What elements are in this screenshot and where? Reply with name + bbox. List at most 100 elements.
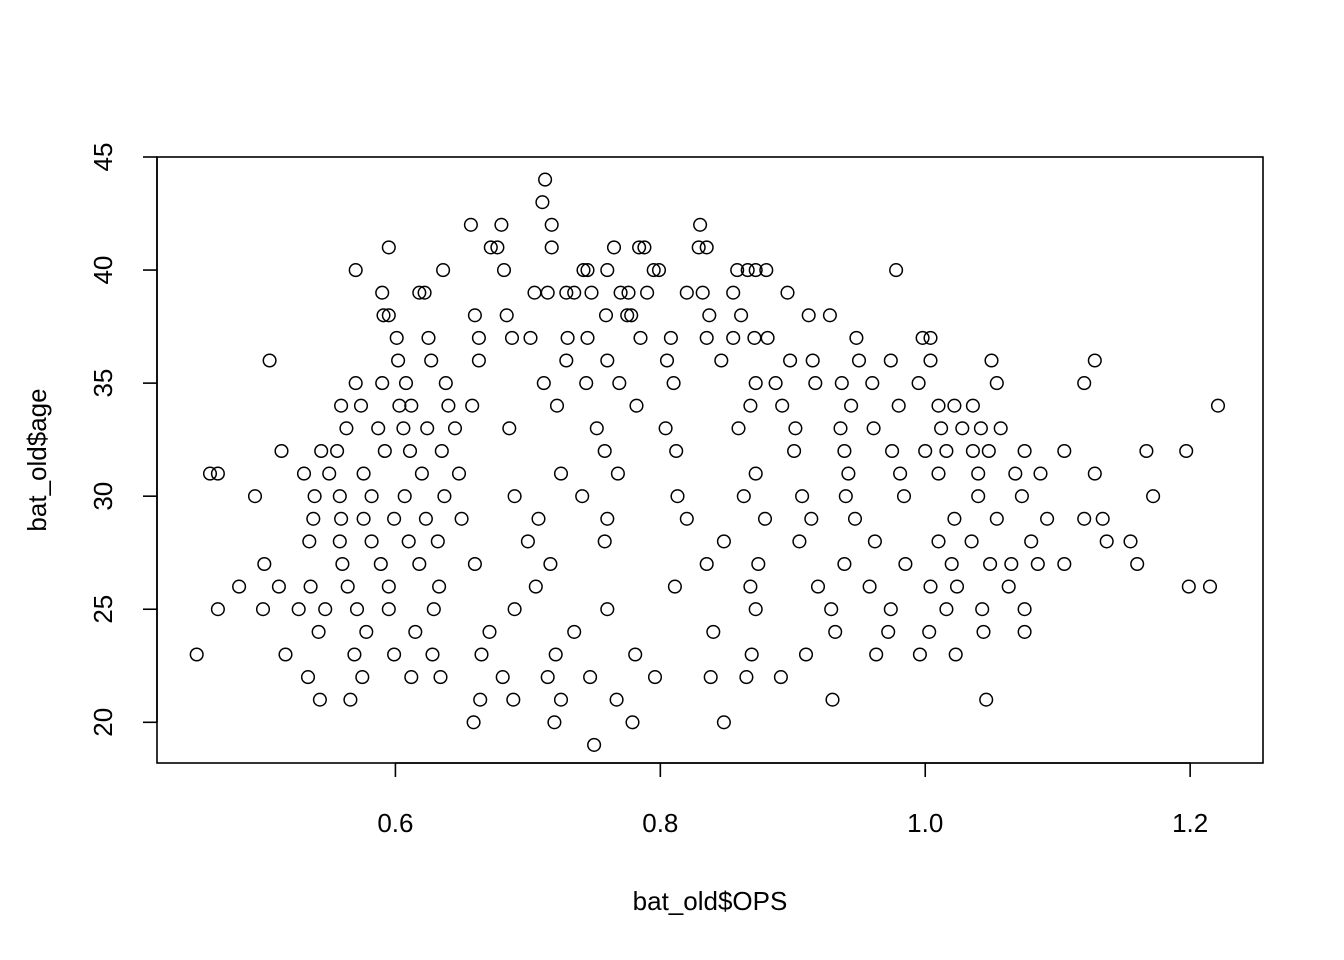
data-point	[274, 443, 289, 459]
data-point	[417, 285, 432, 300]
data-point	[1017, 602, 1032, 617]
data-point	[232, 579, 247, 594]
points-layer	[189, 172, 1226, 752]
data-point	[891, 398, 906, 413]
data-point	[587, 737, 602, 752]
data-point	[747, 330, 762, 345]
data-point	[499, 308, 514, 323]
data-point	[931, 534, 946, 549]
data-point	[965, 398, 980, 413]
data-point	[349, 602, 365, 617]
data-point	[306, 511, 321, 526]
y-tick-label: 35	[88, 369, 118, 398]
data-point	[1040, 511, 1055, 526]
data-point	[567, 285, 582, 300]
data-point	[1033, 466, 1048, 481]
data-point	[506, 692, 521, 707]
data-point	[348, 263, 363, 278]
data-point	[1123, 534, 1138, 549]
data-point	[376, 308, 391, 323]
data-point	[1210, 398, 1226, 413]
data-point	[613, 285, 628, 300]
data-point	[731, 421, 746, 436]
data-point	[726, 330, 741, 345]
data-point	[828, 624, 843, 639]
data-point	[780, 285, 795, 300]
data-point	[834, 376, 849, 391]
data-point	[810, 579, 826, 594]
data-point	[716, 534, 731, 549]
data-point	[307, 489, 322, 504]
data-point	[695, 285, 710, 300]
data-point	[628, 647, 643, 662]
data-point	[523, 330, 538, 345]
data-point	[716, 715, 731, 730]
data-point	[788, 421, 803, 436]
data-point	[1014, 489, 1029, 504]
data-point	[931, 466, 946, 481]
data-point	[303, 579, 318, 594]
data-point	[743, 579, 758, 594]
data-point	[1057, 443, 1072, 459]
data-point	[600, 263, 615, 278]
data-point	[965, 443, 980, 459]
data-point	[334, 511, 349, 526]
data-point	[699, 330, 714, 345]
data-point	[651, 263, 667, 278]
data-point	[760, 330, 775, 345]
data-point	[703, 670, 718, 685]
data-point	[923, 353, 938, 368]
data-point	[441, 398, 456, 413]
plot-area-border	[156, 156, 1264, 764]
data-point	[633, 330, 648, 345]
data-point	[502, 421, 517, 436]
data-point	[658, 421, 673, 436]
data-point	[322, 466, 337, 481]
data-point	[629, 398, 644, 413]
data-point	[640, 285, 655, 300]
data-point	[210, 466, 225, 481]
data-point	[538, 172, 553, 187]
data-point	[666, 376, 681, 391]
data-point	[632, 240, 647, 255]
data-point	[748, 602, 763, 617]
data-point	[392, 398, 407, 413]
data-point	[311, 624, 326, 639]
data-point	[404, 398, 419, 413]
x-tick-label: 1.0	[907, 808, 943, 838]
data-point	[691, 240, 706, 255]
data-point	[359, 624, 374, 639]
x-axis: 0.6 0.8 1.0 1.2	[377, 762, 1208, 838]
x-tick-label: 0.8	[642, 808, 678, 838]
data-point	[430, 534, 445, 549]
data-point	[699, 240, 714, 255]
data-point	[609, 692, 624, 707]
data-point	[939, 602, 954, 617]
data-point	[402, 443, 418, 459]
data-point	[463, 217, 478, 232]
data-point	[389, 330, 404, 345]
data-point	[202, 466, 218, 481]
data-point	[302, 534, 317, 549]
data-point	[833, 421, 848, 436]
data-point	[412, 556, 427, 572]
data-point	[948, 647, 963, 662]
data-point	[300, 670, 316, 685]
data-point	[255, 602, 271, 617]
data-point	[1130, 556, 1145, 572]
data-point	[646, 263, 661, 278]
data-point	[466, 715, 481, 730]
data-point	[706, 624, 721, 639]
data-point	[851, 353, 867, 368]
data-point	[335, 556, 350, 572]
data-point	[1057, 556, 1072, 572]
data-point	[408, 624, 423, 639]
data-point	[494, 217, 509, 232]
data-point	[210, 602, 225, 617]
data-point	[1181, 579, 1196, 594]
data-point	[507, 602, 522, 617]
data-point	[353, 398, 369, 413]
data-point	[396, 421, 411, 436]
data-point	[377, 443, 392, 459]
data-point	[841, 466, 856, 481]
